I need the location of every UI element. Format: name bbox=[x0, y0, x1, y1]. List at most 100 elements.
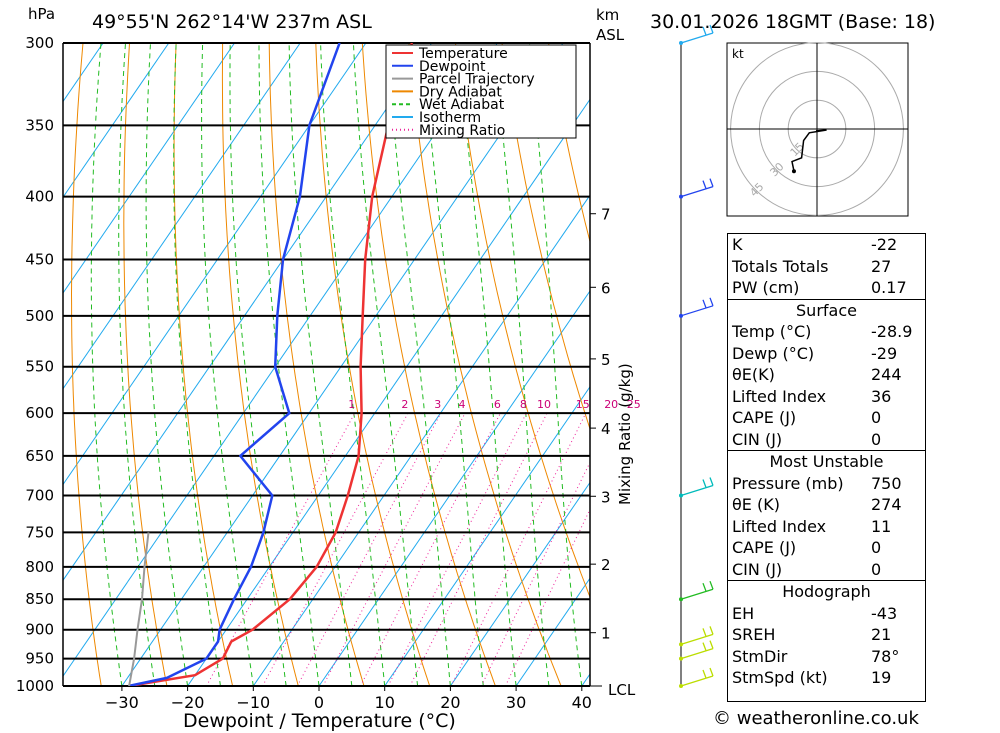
wind-barb bbox=[680, 580, 714, 600]
index-row: EH -43 bbox=[728, 603, 925, 625]
index-label: θE (K) bbox=[732, 495, 780, 514]
pressure-tick-label: 800 bbox=[25, 558, 54, 576]
index-label: θE(K) bbox=[732, 365, 775, 384]
height-tick-label: 2 bbox=[601, 556, 611, 574]
diagram-background-lines bbox=[63, 43, 1000, 686]
mixing-ratio-axis-title: Mixing Ratio (g/kg) bbox=[616, 363, 634, 505]
dry-adiabat-line bbox=[173, 43, 234, 686]
mixing-ratio-labels: 1 2 3 4 6 8 10 15 20 25 bbox=[348, 398, 641, 411]
height-tick-label: 4 bbox=[601, 420, 611, 438]
most-unstable-section: Most Unstable Pressure (mb) 750 θE (K) 274 L… bbox=[728, 450, 925, 580]
pressure-tick-label: 450 bbox=[25, 251, 54, 269]
index-row: K -22 bbox=[728, 234, 925, 256]
index-row: CIN (J) 0 bbox=[728, 559, 925, 581]
index-row: StmSpd (kt) 19 bbox=[728, 667, 925, 689]
wet-adiabat-line bbox=[90, 43, 123, 686]
surface-section: Surface Temp (°C) -28.9 Dewp (°C) -29 θE(K) 2… bbox=[728, 298, 925, 451]
pressure-tick-label: 400 bbox=[25, 188, 54, 206]
pressure-tick-label: 500 bbox=[25, 307, 54, 325]
copyright-notice[interactable]: © weatheronline.co.uk bbox=[713, 708, 919, 729]
legend-box bbox=[385, 44, 577, 139]
index-label: SREH bbox=[732, 625, 776, 644]
km-label: km bbox=[596, 6, 619, 24]
mixing-ratio-value: 8 bbox=[520, 398, 527, 411]
mixing-ratio-line bbox=[387, 412, 527, 686]
legend-item-label: Mixing Ratio bbox=[419, 123, 505, 139]
mixing-ratio-value: 25 bbox=[627, 398, 641, 411]
temperature-tick-label: 30 bbox=[506, 693, 526, 712]
mixing-ratio-value: 15 bbox=[576, 398, 590, 411]
height-tick-label: 3 bbox=[601, 488, 611, 506]
index-value: 0 bbox=[871, 429, 882, 449]
wind-barb bbox=[680, 24, 714, 44]
legend-item-label: Dewpoint bbox=[419, 59, 486, 75]
pressure-tick-label: 550 bbox=[25, 358, 54, 376]
temperature-line bbox=[128, 43, 414, 686]
mixing-ratio-line bbox=[262, 412, 409, 686]
wind-barb bbox=[680, 626, 714, 645]
mixing-ratio-line bbox=[360, 412, 501, 686]
pressure-tick-label: 750 bbox=[25, 523, 54, 541]
dry-adiabat-line bbox=[361, 43, 496, 686]
index-value: 244 bbox=[871, 365, 902, 384]
wet-adiabat-line bbox=[352, 43, 419, 686]
wet-adiabat-line bbox=[493, 43, 550, 686]
isotherm-line bbox=[318, 290, 590, 686]
index-label: Pressure (mb) bbox=[732, 473, 844, 493]
surface-title: Surface bbox=[796, 300, 857, 320]
temperature-tick-label: −20 bbox=[171, 693, 205, 712]
isotherm-line bbox=[252, 194, 590, 686]
index-row: SREH 21 bbox=[728, 624, 925, 646]
index-row: θE (K) 274 bbox=[728, 494, 925, 516]
temperature-tick-label: −30 bbox=[105, 693, 139, 712]
index-value: 21 bbox=[871, 625, 892, 644]
index-value: 0 bbox=[871, 538, 882, 557]
index-row: Temp (°C) -28.9 bbox=[728, 321, 925, 343]
dewpoint-line bbox=[128, 43, 341, 686]
temperature-axis-ticks: −30 −20 −10 0 10 20 30 40 bbox=[105, 686, 592, 712]
index-value: 274 bbox=[871, 495, 902, 514]
height-tick-label: 6 bbox=[601, 279, 611, 297]
height-tick-label: 1 bbox=[601, 625, 611, 643]
index-row: Lifted Index 36 bbox=[728, 386, 925, 408]
isotherm-line bbox=[384, 385, 590, 686]
index-label: Dewp (°C) bbox=[732, 343, 815, 363]
legend-item-label: Isotherm bbox=[419, 110, 481, 126]
wet-adiabat-line bbox=[387, 43, 451, 686]
index-value: 0 bbox=[871, 408, 882, 427]
pressure-axis-ticks: 300 350 400 450 500 550 600 650 700 750 800 850 900 9… bbox=[16, 34, 54, 695]
mixing-ratio-value: 10 bbox=[537, 398, 551, 411]
index-label: Temp (°C) bbox=[732, 322, 812, 341]
asl-label: ASL bbox=[596, 26, 625, 44]
location-title: 49°55'N 262°14'W 237m ASL bbox=[92, 11, 372, 33]
pressure-tick-label: 1000 bbox=[16, 677, 54, 695]
wet-adiabat-line bbox=[288, 43, 353, 686]
height-km-axis: 1 2 3 4 5 6 7 LCL bbox=[590, 206, 636, 699]
dry-adiabat-line bbox=[921, 43, 1000, 686]
index-label: CAPE (J) bbox=[732, 408, 797, 427]
isotherm-line bbox=[63, 43, 433, 582]
index-label: PW (cm) bbox=[732, 278, 800, 297]
index-label: CAPE (J) bbox=[732, 538, 797, 557]
isotherm-line bbox=[63, 43, 301, 390]
temperature-tick-label: −10 bbox=[236, 693, 270, 712]
pressure-tick-label: 600 bbox=[25, 404, 54, 422]
mixing-ratio-value: 20 bbox=[604, 398, 618, 411]
wet-adiabat-line bbox=[201, 43, 254, 686]
index-row: CAPE (J) 0 bbox=[728, 537, 925, 559]
wind-barb bbox=[680, 667, 714, 687]
index-value: 78° bbox=[871, 646, 900, 666]
mixing-ratio-line bbox=[480, 461, 590, 686]
wind-barb bbox=[680, 477, 714, 497]
isotherm-line bbox=[63, 43, 367, 486]
index-value: 0.17 bbox=[871, 278, 907, 297]
pressure-tick-label: 850 bbox=[25, 590, 54, 608]
dry-adiabat-line bbox=[268, 43, 365, 686]
temperature-tick-label: 40 bbox=[572, 693, 592, 712]
wet-adiabat-line bbox=[258, 43, 320, 686]
index-row: CIN (J) 0 bbox=[728, 429, 925, 451]
index-value: 27 bbox=[871, 256, 892, 276]
mixing-ratio-line bbox=[322, 412, 466, 686]
